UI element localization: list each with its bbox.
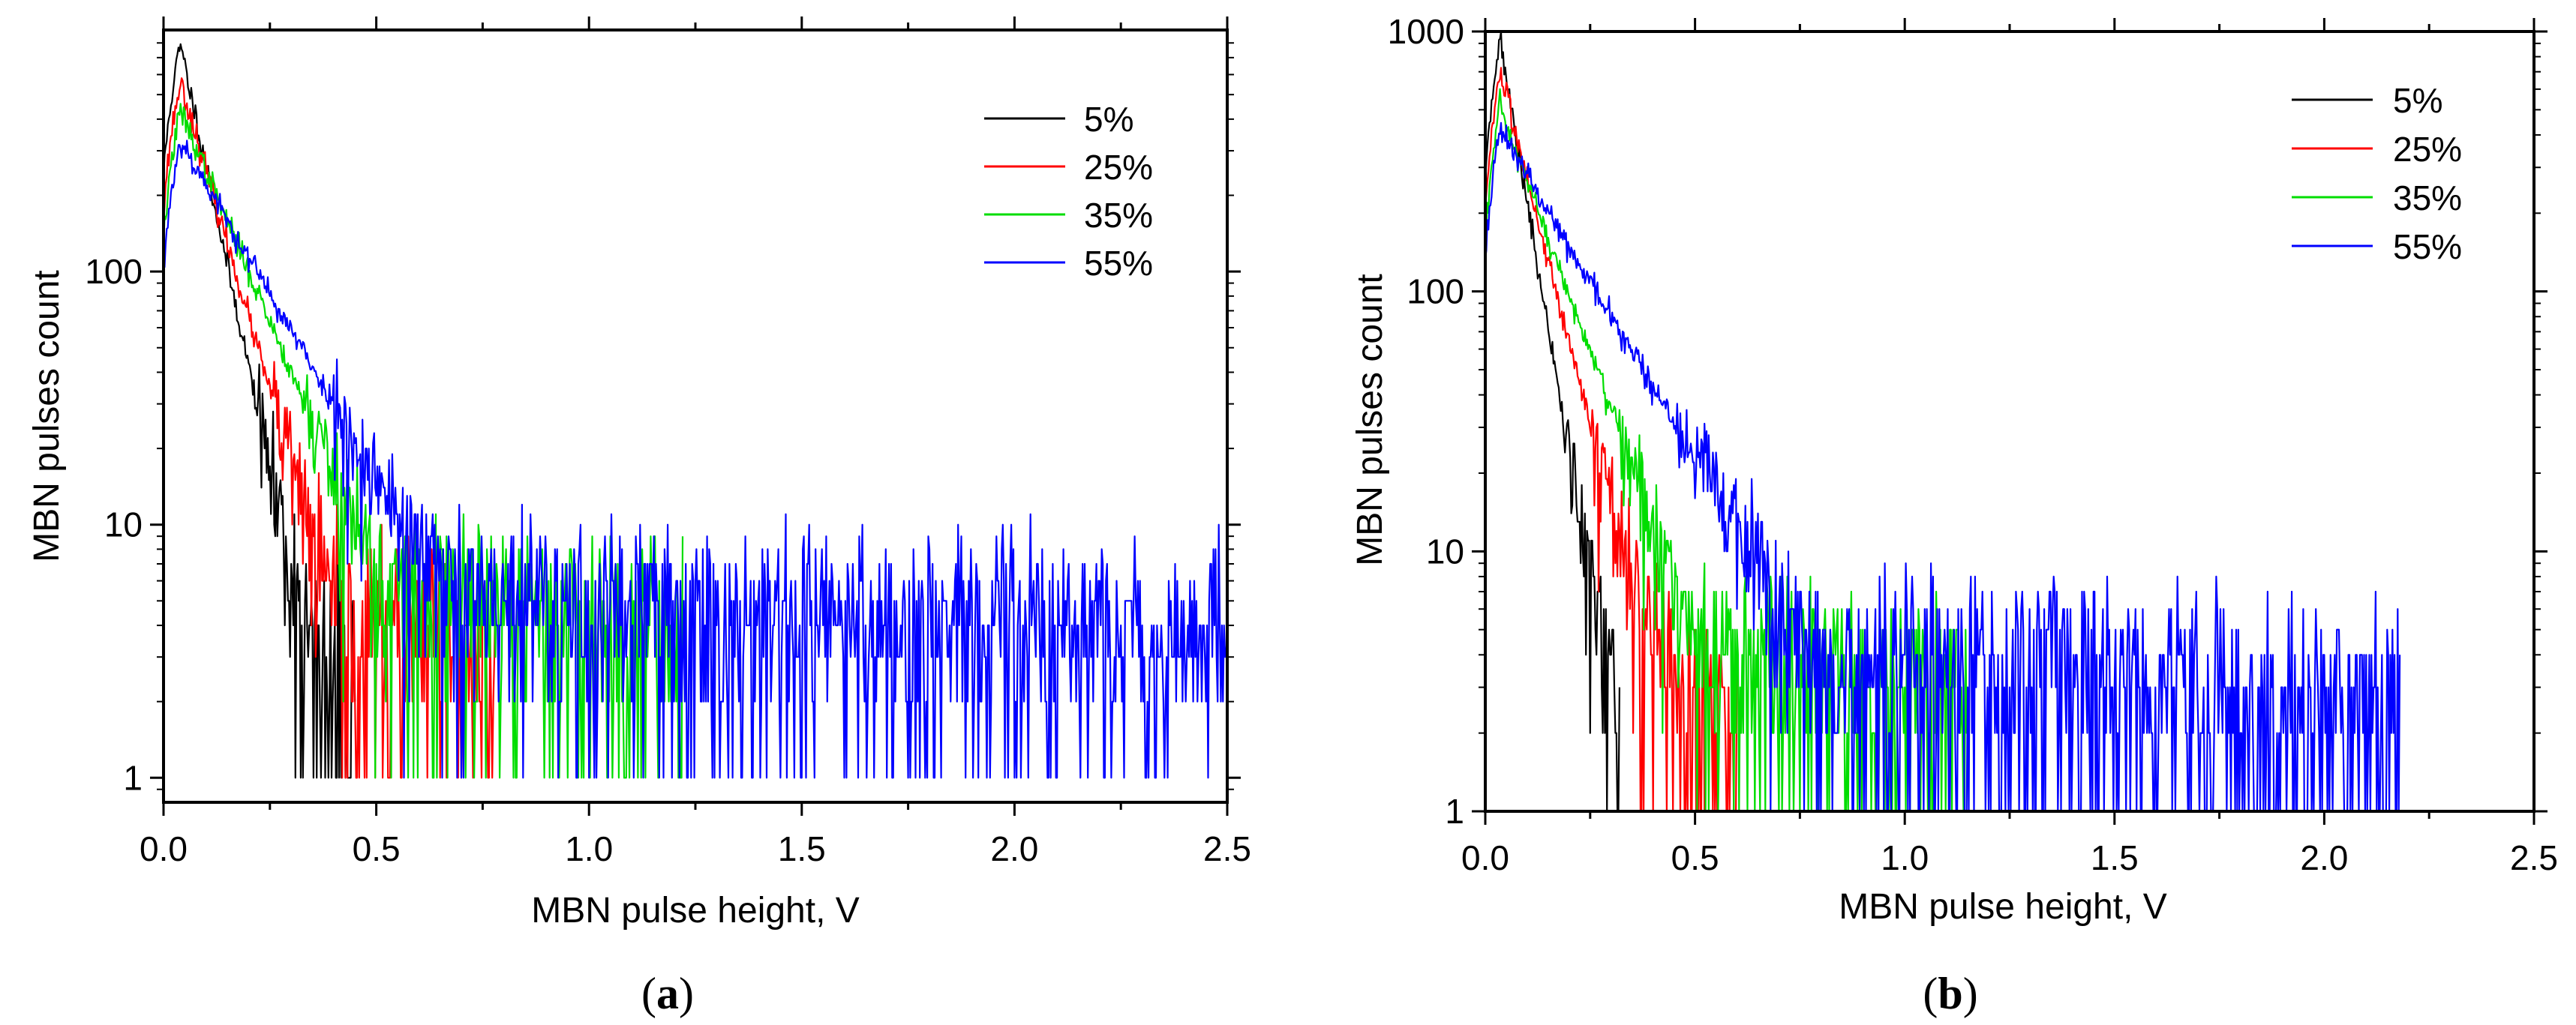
panel-b-ytick-label: 10	[1426, 532, 1464, 571]
panel-a-legend-label-5: 5%	[1084, 100, 1133, 139]
panel-a-legend-label-35: 35%	[1084, 196, 1153, 235]
panel-a-series-5pct	[162, 43, 356, 779]
panel-a-xtick-label: 1.5	[778, 829, 826, 868]
panel-b-ytick-label: 1	[1445, 792, 1464, 831]
panel-b-xtick-label: 2.0	[2300, 838, 2348, 877]
panel-a-xtick-label: 1.0	[565, 829, 613, 868]
panel-b-xtick-label: 2.5	[2510, 838, 2558, 877]
panel-b-xtick-label: 0.0	[1461, 838, 1509, 877]
panel-a-caption: (a)	[641, 969, 694, 1018]
panel-a-legend-label-25: 25%	[1084, 148, 1153, 187]
panel-a-xtick-label: 0.5	[353, 829, 401, 868]
panel-a: 0.0 0.5 1.0 1.5 2.0 2.5 1 10 100 MBN pulse heigh…	[27, 16, 1251, 1018]
panel-a-ytick-label: 10	[104, 505, 143, 544]
panel-b-xtick-label: 1.0	[1881, 838, 1929, 877]
panel-a-legend: 5% 25% 35% 55%	[984, 100, 1153, 283]
panel-a-ytick-label: 100	[85, 252, 143, 291]
panel-a-ticks: 0.0 0.5 1.0 1.5 2.0 2.5 1 10 100	[85, 16, 1251, 868]
panel-a-xtick-label: 2.5	[1203, 829, 1251, 868]
panel-b-x-axis-title: MBN pulse height, V	[1839, 887, 2167, 927]
panel-b-y-axis-title: MBN pulses count	[1350, 274, 1390, 566]
panel-b-legend: 5% 25% 35% 55%	[2292, 81, 2462, 266]
panel-a-series-layer	[162, 43, 1229, 779]
panel-a-xtick-label: 2.0	[990, 829, 1038, 868]
panel-a-series-25pct	[162, 77, 497, 779]
panel-b-xtick-label: 0.5	[1671, 838, 1719, 877]
panel-a-xtick-label: 0.0	[140, 829, 188, 868]
panel-b-ytick-label: 1000	[1388, 12, 1464, 51]
panel-b-series-layer	[1484, 31, 2401, 813]
panel-b-caption: (b)	[1923, 969, 1977, 1018]
panel-a-ytick-label: 1	[123, 758, 143, 797]
panel-b-series-35pct	[1484, 88, 1968, 813]
panel-b-xtick-label: 1.5	[2091, 838, 2139, 877]
panel-b-legend-label-35: 35%	[2393, 178, 2462, 217]
panel-b-legend-label-25: 25%	[2393, 130, 2462, 169]
panel-b-ticks: 0.0 0.5 1.0 1.5 2.0 2.5 1 10 100 1000	[1388, 12, 2558, 877]
panel-b-ytick-label: 100	[1407, 272, 1464, 311]
panel-a-series-55pct	[162, 139, 1229, 779]
panel-b-legend-label-5: 5%	[2393, 81, 2442, 120]
panel-a-y-axis-title: MBN pulses count	[27, 270, 67, 562]
panel-b: 0.0 0.5 1.0 1.5 2.0 2.5 1 10 100 1000 MBN pulse h…	[1350, 12, 2558, 1018]
panel-b-legend-label-55: 55%	[2393, 227, 2462, 266]
panel-a-x-axis-title: MBN pulse height, V	[531, 891, 860, 931]
panel-b-series-55pct	[1484, 121, 2401, 813]
panel-a-legend-label-55: 55%	[1084, 244, 1153, 283]
